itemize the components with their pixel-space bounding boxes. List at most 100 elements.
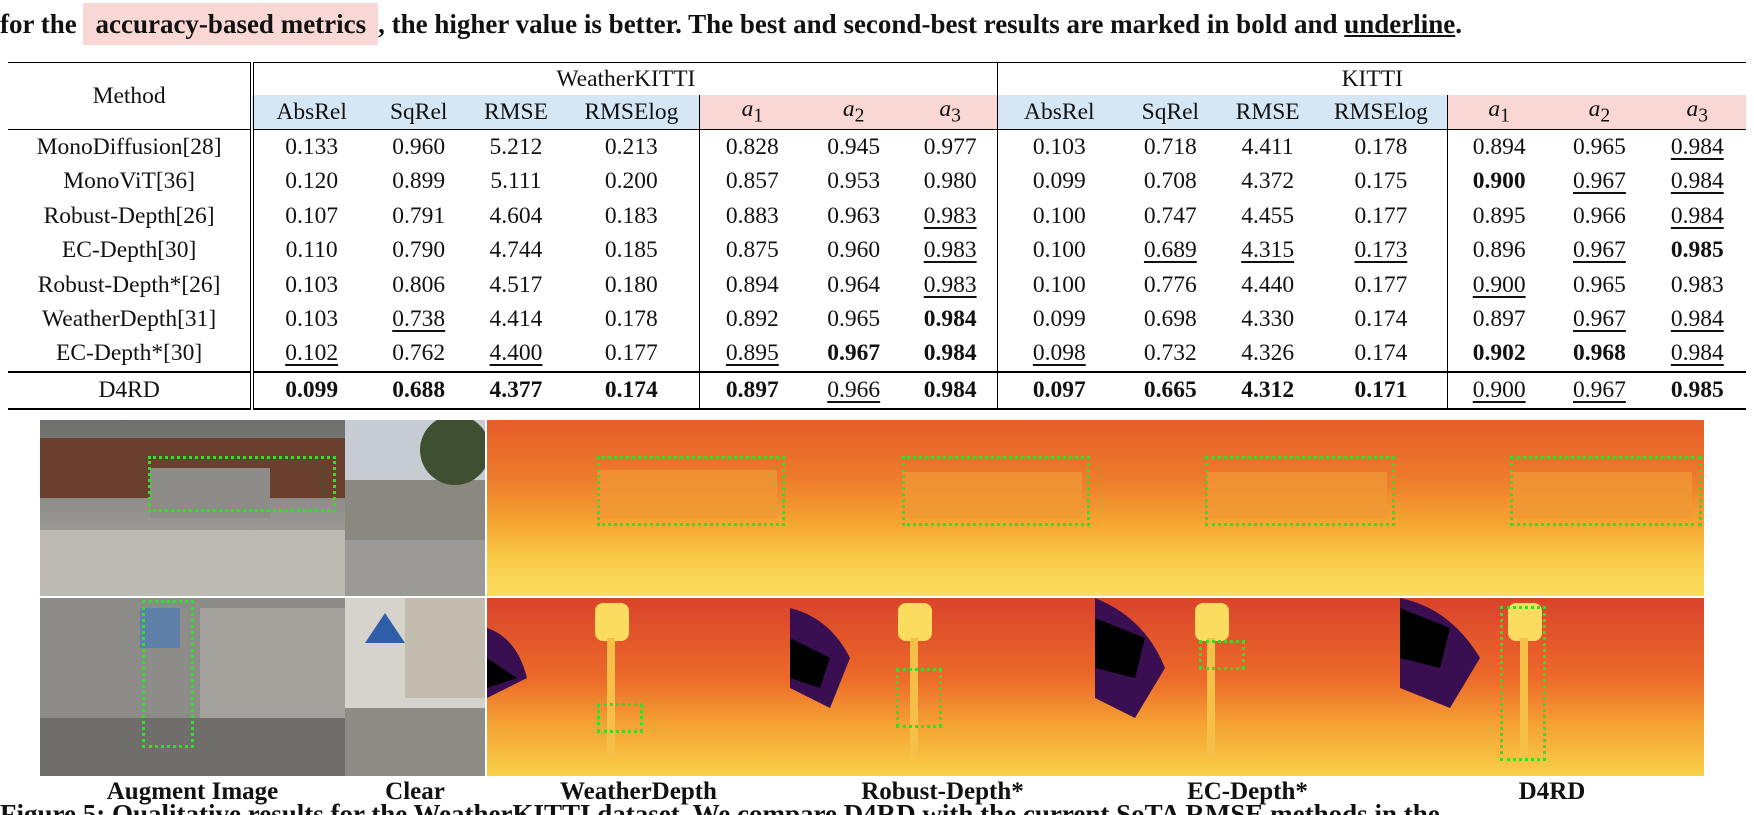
highlight-box bbox=[896, 668, 942, 728]
value-cell: 0.185 bbox=[604, 237, 658, 264]
method-cell: Robust-Depth[26] bbox=[8, 199, 255, 234]
group-header-kitti: KITTI bbox=[997, 62, 1746, 95]
value-cell: 0.110 bbox=[285, 237, 338, 264]
value-cell: 4.330 bbox=[1241, 306, 1295, 333]
value-cell: 0.102 bbox=[285, 340, 339, 367]
value-cell: 0.738 bbox=[392, 306, 446, 333]
value-cell: 0.900 bbox=[1447, 164, 1551, 200]
value-cell: 0.899 bbox=[392, 168, 446, 195]
robust-depth-panel-2 bbox=[790, 598, 1095, 776]
value-cell: 0.098 bbox=[997, 336, 1121, 373]
value-cell: 0.945 bbox=[804, 129, 903, 165]
table-body: MonoDiffusion[28] 0.133 0.960 5.212 0.213 0.8… bbox=[8, 129, 1746, 410]
value-cell: 0.688 bbox=[368, 371, 469, 410]
value-cell: 0.183 bbox=[604, 202, 658, 229]
value-cell: 0.980 bbox=[923, 168, 977, 195]
value-cell: 0.966 bbox=[1573, 202, 1626, 229]
highlight-box bbox=[597, 703, 643, 733]
value-cell: 0.967 bbox=[1573, 168, 1626, 195]
value-cell: 4.455 bbox=[1241, 202, 1295, 229]
ec-depth-panel-2 bbox=[1095, 598, 1400, 776]
value-cell: 0.806 bbox=[392, 271, 446, 298]
value-cell: 0.103 bbox=[285, 271, 339, 298]
label-weatherdepth: WeatherDepth bbox=[560, 778, 717, 805]
value-cell: 0.894 bbox=[1447, 129, 1551, 165]
value-cell: 0.983 bbox=[923, 271, 977, 298]
value-cell: 0.983 bbox=[1670, 271, 1724, 298]
value-cell: 0.984 bbox=[1670, 340, 1724, 367]
value-cell: 0.857 bbox=[699, 164, 805, 200]
label-augment-image: Augment Image bbox=[106, 778, 279, 805]
method-cell: EC-Depth*[30] bbox=[8, 336, 255, 373]
value-cell: 0.100 bbox=[997, 233, 1121, 268]
value-cell: 4.744 bbox=[489, 237, 543, 264]
value-cell: 0.967 bbox=[1573, 237, 1626, 264]
highlight-box bbox=[148, 456, 336, 512]
value-cell: 0.964 bbox=[827, 271, 881, 298]
value-cell: 0.984 bbox=[1648, 129, 1746, 165]
weatherdepth-panel-1 bbox=[487, 420, 790, 596]
value-cell: 0.200 bbox=[604, 168, 658, 195]
value-cell: 0.175 bbox=[1354, 168, 1408, 195]
value-cell: 0.790 bbox=[392, 237, 446, 264]
value-cell: 0.718 bbox=[1120, 129, 1221, 165]
value-cell: 0.897 bbox=[1447, 302, 1551, 337]
table-row: Robust-Depth[26] 0.107 0.791 4.604 0.183 0.88… bbox=[8, 199, 1746, 234]
metric-header: SqRel bbox=[368, 95, 469, 130]
value-cell: 0.900 bbox=[1447, 267, 1551, 303]
value-cell: 4.440 bbox=[1241, 271, 1295, 298]
value-cell: 0.791 bbox=[392, 202, 446, 229]
value-cell: 0.776 bbox=[1143, 271, 1197, 298]
value-cell: 0.984 bbox=[1670, 168, 1724, 195]
accuracy-metrics-highlight: accuracy-based metrics bbox=[83, 3, 379, 45]
results-table: Method WeatherKITTI KITTI AbsRel SqRel R… bbox=[8, 61, 1746, 410]
caption-part2: , the higher value is better. The best a… bbox=[378, 9, 1345, 39]
d4rd-panel-1 bbox=[1400, 420, 1704, 596]
value-cell: 0.977 bbox=[902, 129, 998, 165]
caption-part1: for the bbox=[0, 9, 84, 39]
value-cell: 5.111 bbox=[490, 168, 542, 195]
metric-header: RMSE bbox=[468, 95, 564, 130]
value-cell: 0.895 bbox=[699, 336, 805, 373]
metric-header: a3 bbox=[1648, 95, 1746, 130]
table-row: EC-Depth[30] 0.110 0.790 4.744 0.185 0.875 0.9… bbox=[8, 233, 1746, 268]
value-cell: 0.902 bbox=[1447, 336, 1551, 373]
value-cell: 0.967 bbox=[1550, 371, 1649, 410]
value-cell: 0.103 bbox=[997, 129, 1121, 165]
value-cell: 0.178 bbox=[1314, 129, 1448, 165]
augment-image-panel-2 bbox=[40, 598, 345, 776]
value-cell: 0.960 bbox=[827, 237, 881, 264]
table-row: Robust-Depth*[26] 0.103 0.806 4.517 0.180 0.8… bbox=[8, 267, 1746, 303]
metric-header: RMSElog bbox=[1314, 95, 1448, 130]
method-cell: MonoViT[36] bbox=[8, 164, 255, 200]
value-cell: 0.120 bbox=[285, 168, 339, 195]
value-cell: 4.377 bbox=[468, 371, 564, 410]
value-cell: 0.894 bbox=[699, 267, 805, 303]
value-cell: 0.177 bbox=[1354, 271, 1408, 298]
metric-header: SqRel bbox=[1120, 95, 1221, 130]
value-cell: 0.963 bbox=[827, 202, 881, 229]
group-header-row: Method WeatherKITTI KITTI bbox=[8, 61, 1746, 130]
figure-caption-clipped: Figure 5: Qualitative results for the We… bbox=[0, 803, 1754, 815]
value-cell: 0.103 bbox=[285, 306, 339, 333]
value-cell: 0.967 bbox=[1573, 306, 1626, 333]
value-cell: 0.965 bbox=[827, 306, 881, 333]
value-cell: 0.174 bbox=[563, 371, 700, 410]
group-header-weatherkitti: WeatherKITTI bbox=[252, 62, 998, 95]
value-cell: 0.985 bbox=[1670, 237, 1724, 264]
method-cell: EC-Depth[30] bbox=[8, 233, 255, 268]
value-cell: 0.178 bbox=[604, 306, 658, 333]
value-cell: 4.326 bbox=[1241, 340, 1295, 367]
value-cell: 0.100 bbox=[997, 267, 1121, 303]
value-cell: 0.099 bbox=[997, 302, 1121, 337]
value-cell: 0.100 bbox=[997, 199, 1121, 234]
value-cell: 4.604 bbox=[489, 202, 543, 229]
metric-header: a2 bbox=[804, 95, 903, 130]
underline-word: underline bbox=[1344, 9, 1456, 39]
value-cell: 4.372 bbox=[1241, 168, 1295, 195]
table-row: D4RD 0.099 0.688 4.377 0.174 0.897 0.966 0.984 0… bbox=[8, 371, 1746, 410]
highlight-box bbox=[1510, 456, 1702, 526]
value-cell: 0.968 bbox=[1573, 340, 1626, 367]
value-cell: 0.133 bbox=[252, 129, 369, 165]
value-cell: 4.400 bbox=[489, 340, 543, 367]
